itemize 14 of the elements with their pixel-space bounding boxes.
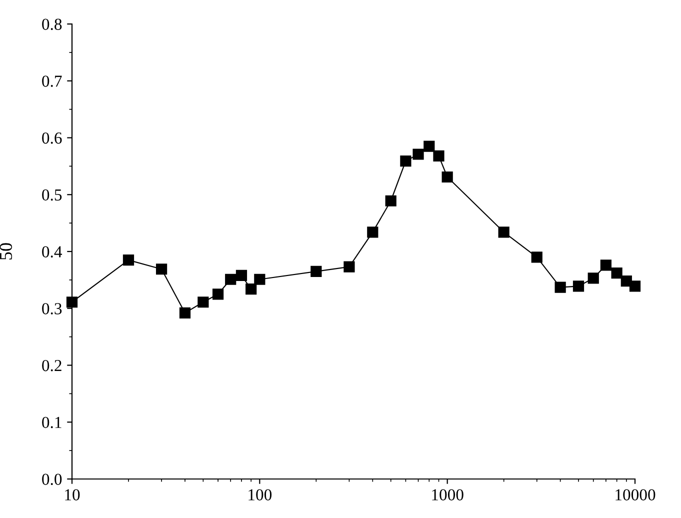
x-tick-label: 10	[65, 489, 80, 500]
y-tick-label: 0.7	[42, 76, 62, 87]
y-tick-label: 0.0	[42, 474, 62, 486]
y-tick-label: 0.8	[42, 18, 62, 30]
y-tick-label: 0.2	[42, 360, 62, 372]
x-tick-label: 10000	[616, 489, 656, 500]
y-tick-label: 0.4	[42, 246, 62, 258]
y-axis-title: 50	[0, 243, 12, 260]
x-tick-label: 100	[248, 489, 272, 500]
x-tick-label: 1000	[432, 489, 464, 500]
y-tick-label: 0.1	[42, 416, 62, 428]
y-tick-label: 0.5	[42, 189, 62, 201]
y-tick-label: 0.6	[42, 132, 62, 144]
y-tick-label: 0.3	[42, 303, 62, 314]
